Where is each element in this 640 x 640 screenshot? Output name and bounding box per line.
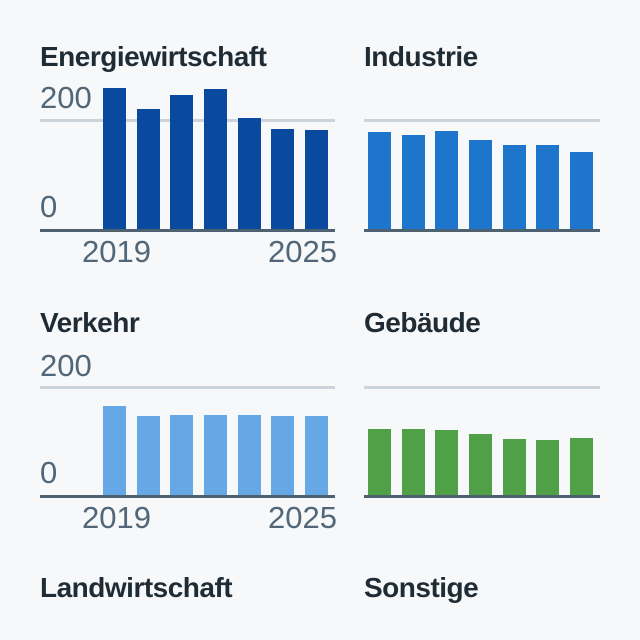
x-axis-line (364, 229, 600, 232)
x-axis-line (364, 495, 600, 498)
x-axis-label-2025: 2025 (268, 500, 337, 535)
bar-2021 (170, 94, 193, 229)
y-axis-label-200: 200 (40, 348, 92, 383)
bar-2023 (503, 144, 526, 229)
chart-title-sonstige: Sonstige (364, 572, 479, 603)
panel-verkehr: Verkehr 200 0 2019 2025 (40, 306, 337, 542)
bar-2019 (103, 406, 126, 495)
y-axis-label-200: 200 (40, 80, 92, 115)
x-axis-label-2025: 2025 (268, 234, 337, 269)
y-axis-label-0: 0 (40, 455, 58, 490)
gridline-200 (364, 119, 600, 122)
bar-2021 (435, 130, 458, 229)
chart-title-industrie: Industrie (364, 41, 478, 72)
bar-2023 (503, 439, 526, 495)
bar-2025 (305, 416, 328, 495)
chart-title-landwirtschaft: Landwirtschaft (40, 572, 233, 603)
bar-2019 (368, 429, 391, 495)
x-axis-line (40, 229, 335, 232)
y-axis-label-0: 0 (40, 189, 58, 224)
bar-group-energiewirtschaft (103, 40, 335, 229)
bar-group-industrie (368, 40, 600, 229)
bar-2022 (204, 414, 227, 495)
bar-2024 (536, 144, 559, 229)
bar-2019 (368, 131, 391, 229)
bar-2025 (570, 151, 593, 229)
bar-2020 (137, 415, 160, 495)
bar-2019 (103, 87, 126, 229)
panel-industrie: Industrie (364, 40, 600, 276)
panel-gebaeude: Gebäude (364, 306, 600, 542)
x-axis-label-2019: 2019 (82, 234, 151, 269)
bar-2020 (402, 134, 425, 229)
bar-2022 (469, 434, 492, 495)
panel-sonstige: Sonstige (364, 571, 600, 640)
bar-2020 (402, 429, 425, 495)
bar-group-verkehr (103, 306, 335, 495)
gridline-200 (364, 386, 600, 389)
bar-2023 (238, 415, 261, 495)
chart-title-energiewirtschaft: Energiewirtschaft (40, 41, 267, 72)
bar-2025 (305, 129, 328, 229)
chart-title-verkehr: Verkehr (40, 307, 140, 338)
chart-title-gebaeude: Gebäude (364, 307, 481, 338)
panel-energiewirtschaft: Energiewirtschaft 200 0 2019 2025 (40, 40, 337, 276)
bar-group-gebaeude (368, 306, 600, 495)
bar-2024 (271, 416, 294, 495)
bar-2024 (536, 440, 559, 495)
bar-2021 (435, 430, 458, 495)
bar-2021 (170, 415, 193, 495)
x-axis-label-2019: 2019 (82, 500, 151, 535)
bar-2020 (137, 108, 160, 229)
x-axis-line (40, 495, 335, 498)
bar-2024 (271, 128, 294, 229)
bar-2022 (469, 139, 492, 229)
bar-2023 (238, 117, 261, 229)
gridline-200 (40, 386, 335, 389)
panel-landwirtschaft: Landwirtschaft (40, 571, 335, 640)
bar-2022 (204, 89, 227, 229)
bar-2025 (570, 438, 593, 495)
